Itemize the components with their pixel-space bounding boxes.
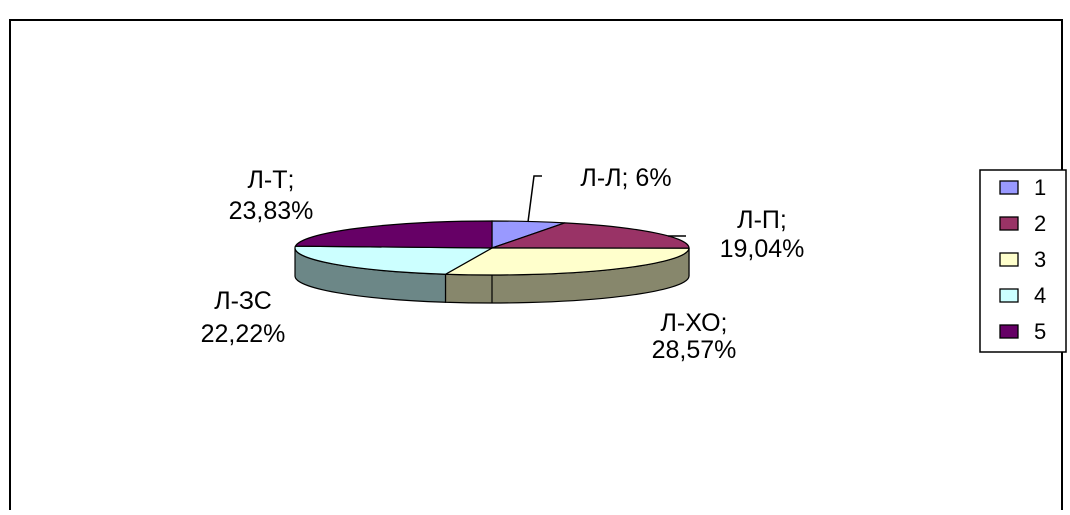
legend-label-5: 5 (1034, 319, 1046, 344)
leader-line-1 (528, 176, 542, 222)
data-label-2-value: 19,04% (720, 235, 805, 263)
legend: 1 2 3 4 5 (980, 170, 1066, 352)
legend-label-4: 4 (1034, 283, 1046, 308)
data-label-4-value: 22,22% (201, 320, 286, 348)
data-label-3-value: 28,57% (652, 336, 737, 364)
legend-swatch-1 (1000, 181, 1018, 194)
data-label-5-name: Л-Т; (248, 166, 295, 194)
legend-label-2: 2 (1034, 211, 1046, 236)
legend-swatch-4 (1000, 289, 1018, 302)
legend-swatch-5 (1000, 325, 1018, 338)
legend-box (980, 170, 1066, 352)
data-label-5-value: 23,83% (229, 197, 314, 225)
legend-swatch-3 (1000, 253, 1018, 266)
data-label-4-name: Л-ЗС (214, 287, 272, 315)
pie-tops (295, 221, 689, 275)
data-label-3-name: Л-ХО; (661, 309, 728, 337)
data-label-1: Л-Л; 6% (580, 164, 671, 192)
pie-slice-5 (295, 221, 492, 248)
data-label-2-name: Л-П; (737, 206, 787, 234)
legend-label-3: 3 (1034, 247, 1046, 272)
legend-label-1: 1 (1034, 175, 1046, 200)
legend-swatch-2 (1000, 217, 1018, 230)
